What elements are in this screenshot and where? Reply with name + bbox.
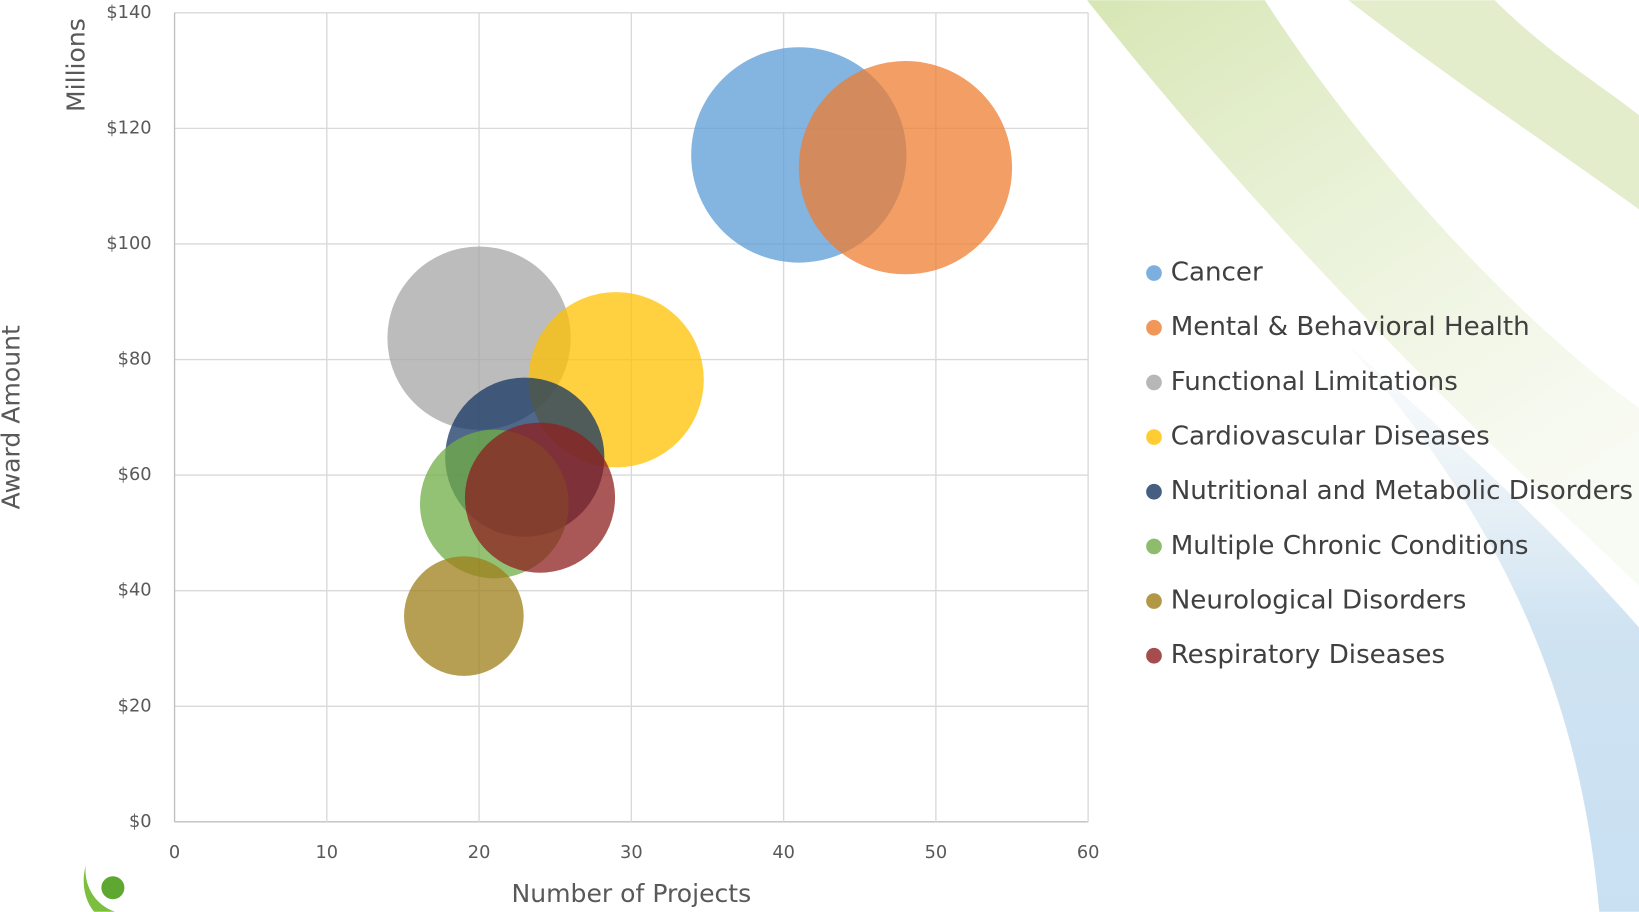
legend-marker — [1146, 319, 1162, 336]
legend-marker — [1146, 483, 1162, 500]
x-axis-title: Number of Projects — [511, 879, 751, 908]
y-tick-label: $40 — [118, 581, 152, 601]
legend-marker — [1146, 538, 1162, 555]
x-tick-label: 50 — [925, 843, 948, 863]
legend: Cancer Mental & Behavioral Health Function… — [1146, 258, 1633, 670]
x-tick-label: 60 — [1077, 843, 1100, 863]
plot-area — [387, 47, 1013, 676]
y-tick-label: $120 — [106, 118, 151, 138]
y-display-units: Millions — [61, 18, 90, 112]
x-tick-label: 0 — [169, 843, 180, 863]
x-tick-label: 20 — [468, 843, 491, 863]
logo — [83, 865, 125, 912]
legend-label: Neurological Disorders — [1171, 586, 1467, 616]
y-tick-label: $140 — [106, 3, 151, 23]
y-axis-title: Award Amount — [0, 325, 26, 509]
legend-label: Cancer — [1171, 258, 1263, 288]
legend-label: Respiratory Diseases — [1171, 640, 1445, 670]
legend-marker — [1146, 265, 1162, 281]
y-tick-label: $100 — [106, 234, 151, 254]
bubble — [404, 556, 524, 676]
legend-marker — [1146, 593, 1162, 609]
legend-marker — [1146, 374, 1162, 391]
legend-marker — [1146, 647, 1162, 664]
y-tick-label: $0 — [129, 812, 152, 832]
legend-label: Mental & Behavioral Health — [1171, 312, 1530, 342]
legend-label: Functional Limitations — [1171, 367, 1458, 397]
y-tick-label: $80 — [118, 350, 152, 370]
y-tick-label: $60 — [118, 465, 152, 485]
legend-marker — [1146, 429, 1162, 445]
y-tick-label: $20 — [118, 696, 152, 716]
x-tick-label: 30 — [620, 843, 643, 863]
legend-label: Multiple Chronic Conditions — [1171, 531, 1529, 561]
bubble — [798, 61, 1013, 275]
x-tick-label: 40 — [772, 843, 795, 863]
background-decoration — [1087, 0, 1639, 912]
bubble — [464, 422, 616, 573]
legend-label: Nutritional and Metabolic Disorders — [1171, 476, 1633, 506]
x-tick-label: 10 — [316, 843, 339, 863]
legend-label: Cardiovascular Diseases — [1171, 422, 1490, 452]
